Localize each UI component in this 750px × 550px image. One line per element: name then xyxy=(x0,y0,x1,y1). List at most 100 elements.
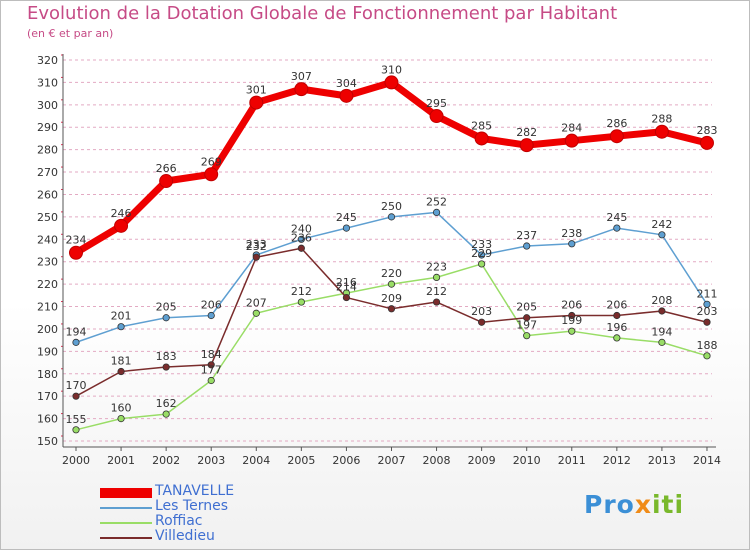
y-tick-label: 250 xyxy=(37,211,58,224)
x-tick-label: 2008 xyxy=(423,454,451,467)
x-tick-label: 2004 xyxy=(242,454,270,467)
data-point xyxy=(432,273,441,281)
y-tick-label: 310 xyxy=(37,76,58,89)
data-label: 207 xyxy=(246,296,267,309)
data-label: 288 xyxy=(651,113,672,126)
x-tick-label: 2006 xyxy=(332,454,360,467)
legend-label: Villedieu xyxy=(155,528,215,544)
data-label: 199 xyxy=(561,314,582,327)
data-label: 183 xyxy=(156,350,177,363)
data-point xyxy=(432,208,441,216)
x-tick-label: 2012 xyxy=(603,454,631,467)
y-tick-label: 320 xyxy=(37,54,58,67)
legend-label: TANAVELLE xyxy=(155,483,235,499)
data-point xyxy=(252,253,260,261)
data-label: 295 xyxy=(426,97,447,110)
x-tick-label: 2001 xyxy=(107,454,135,467)
data-point xyxy=(613,334,621,342)
y-tick-label: 150 xyxy=(37,435,58,448)
data-label: 162 xyxy=(156,397,177,410)
logo-part-1: Pro xyxy=(584,490,635,519)
logo-part-3: iti xyxy=(651,490,685,519)
y-tick-label: 260 xyxy=(37,188,58,201)
data-point xyxy=(609,129,624,144)
data-point xyxy=(478,318,486,326)
data-label: 220 xyxy=(381,267,402,280)
y-tick-label: 270 xyxy=(37,166,58,179)
legend-swatch xyxy=(100,522,152,524)
data-point xyxy=(654,124,669,139)
data-point xyxy=(297,244,305,252)
data-label: 236 xyxy=(291,231,312,244)
data-label: 283 xyxy=(696,124,717,137)
x-tick-label: 2007 xyxy=(377,454,405,467)
y-tick-label: 210 xyxy=(37,301,58,314)
data-point xyxy=(658,307,666,315)
data-point xyxy=(162,410,170,418)
data-point xyxy=(159,174,174,189)
data-point xyxy=(384,75,399,90)
data-label: 181 xyxy=(111,355,132,368)
data-label: 237 xyxy=(516,229,537,242)
chart-subtitle: (en € et par an) xyxy=(27,27,114,40)
data-point xyxy=(387,280,396,288)
y-tick-label: 220 xyxy=(37,278,58,291)
data-point xyxy=(387,305,396,313)
data-point xyxy=(432,298,441,306)
legend-label: Roffiac xyxy=(155,513,203,529)
data-label: 223 xyxy=(426,260,447,273)
data-point xyxy=(568,327,576,335)
data-label: 284 xyxy=(561,122,582,135)
data-label: 203 xyxy=(471,305,492,318)
data-label: 240 xyxy=(291,222,312,235)
data-point xyxy=(658,231,666,239)
data-label: 238 xyxy=(561,227,582,240)
data-label: 208 xyxy=(651,294,672,307)
data-label: 250 xyxy=(381,200,402,213)
data-label: 203 xyxy=(696,305,717,318)
data-point xyxy=(699,135,714,150)
data-point xyxy=(297,298,305,306)
data-label: 216 xyxy=(336,276,357,289)
y-tick-label: 240 xyxy=(37,233,58,246)
legend-swatch xyxy=(100,537,152,539)
data-label: 197 xyxy=(516,319,537,332)
data-label: 188 xyxy=(696,339,717,352)
data-label: 234 xyxy=(66,234,87,247)
data-label: 242 xyxy=(651,218,672,231)
data-point xyxy=(429,109,444,124)
data-label: 201 xyxy=(111,310,132,323)
data-label: 212 xyxy=(291,285,312,298)
data-point xyxy=(72,392,80,400)
data-label: 232 xyxy=(246,240,267,253)
data-label: 246 xyxy=(111,207,132,220)
data-point xyxy=(339,88,354,103)
data-label: 205 xyxy=(516,301,537,314)
data-label: 206 xyxy=(561,298,582,311)
y-tick-label: 170 xyxy=(37,390,58,403)
data-label: 160 xyxy=(111,402,132,415)
logo-part-2: x xyxy=(634,490,652,519)
y-tick-label: 290 xyxy=(37,121,58,134)
y-tick-label: 190 xyxy=(37,345,58,358)
data-label: 214 xyxy=(336,281,357,294)
data-label: 301 xyxy=(246,84,267,97)
data-label: 177 xyxy=(201,363,222,376)
data-point xyxy=(613,224,621,232)
data-label: 205 xyxy=(156,301,177,314)
data-label: 209 xyxy=(381,292,402,305)
data-label: 310 xyxy=(381,63,402,76)
y-tick-label: 200 xyxy=(37,323,58,336)
data-label: 206 xyxy=(606,298,627,311)
data-point xyxy=(703,318,711,326)
x-tick-label: 2003 xyxy=(197,454,225,467)
data-point xyxy=(207,376,215,385)
data-point xyxy=(204,167,219,182)
legend-swatch xyxy=(100,488,152,498)
data-point xyxy=(523,332,531,340)
data-label: 206 xyxy=(201,298,222,311)
x-tick-label: 2014 xyxy=(693,454,721,467)
data-label: 282 xyxy=(516,126,537,139)
